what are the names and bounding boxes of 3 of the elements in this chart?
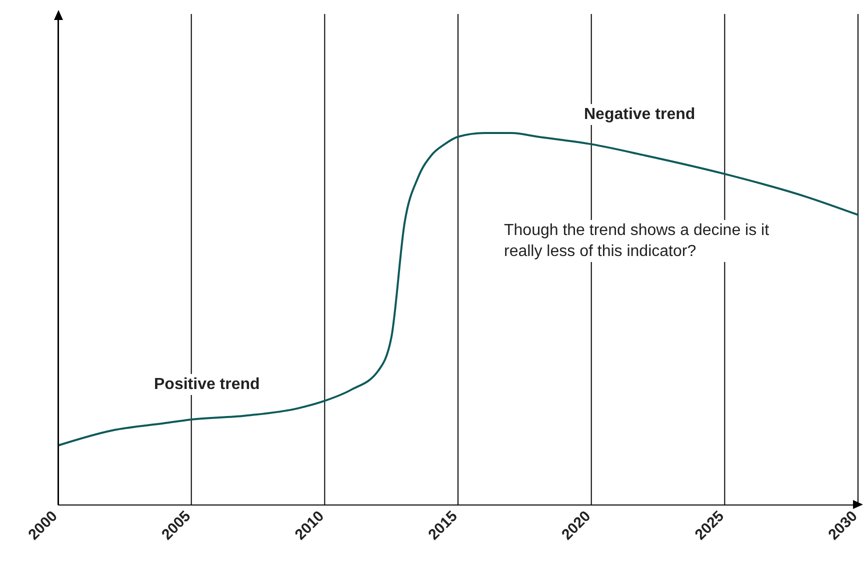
annotation: Though the trend shows a decine is it really less of this indicator? — [504, 220, 776, 262]
text: Negative trend — [584, 104, 714, 125]
annotation: Positive trend — [154, 374, 279, 395]
